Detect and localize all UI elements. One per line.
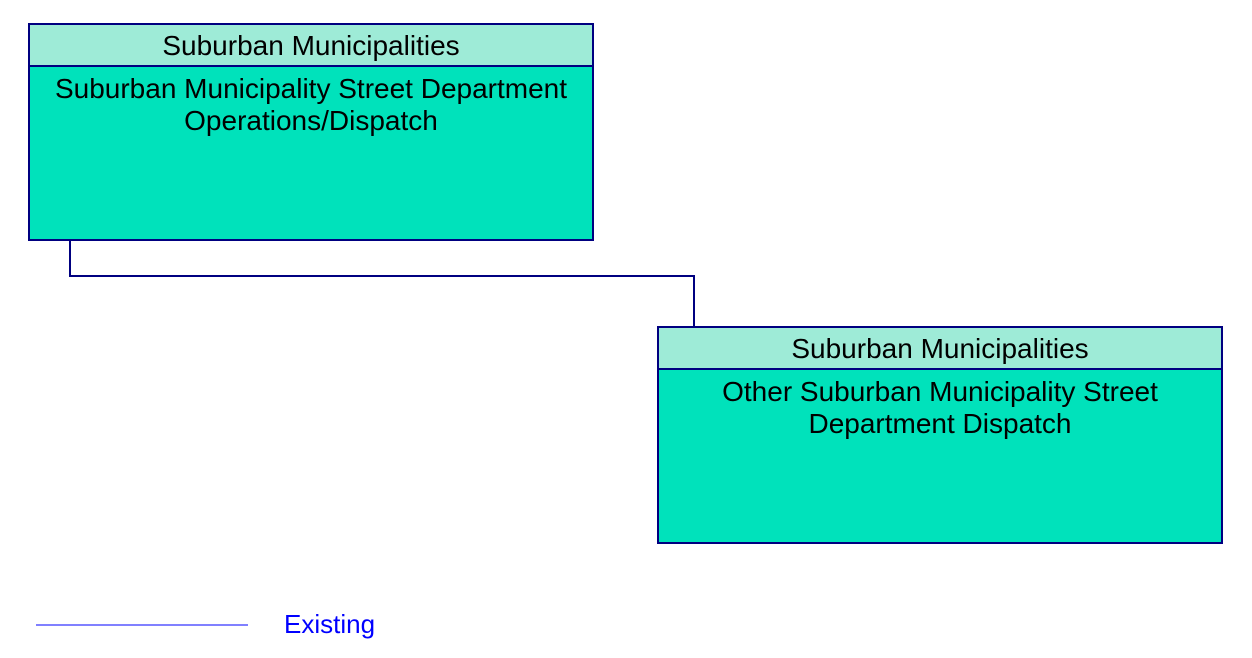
legend-label: Existing	[284, 609, 375, 640]
legend-line	[0, 0, 1252, 658]
